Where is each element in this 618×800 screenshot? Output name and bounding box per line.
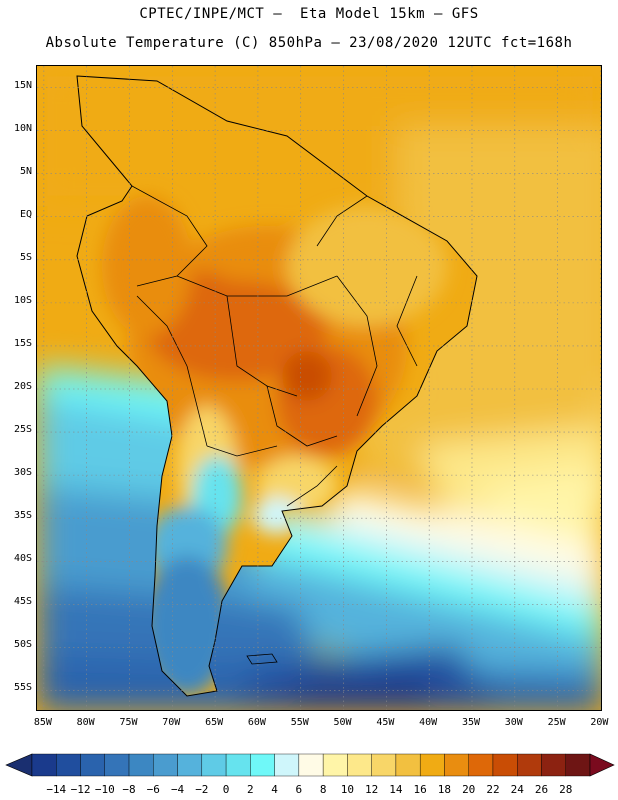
colorbar-cell (492, 753, 518, 777)
country-borders (131, 185, 418, 507)
colorbar-underflow-arrow (5, 753, 33, 777)
lat-label: 5N (19, 165, 32, 177)
colorbar-tick-label: −2 (195, 783, 209, 796)
colorbar-overflow-arrow (589, 753, 615, 777)
lat-label: 50S (13, 639, 32, 651)
lon-label: 50W (333, 717, 352, 728)
lon-label: 45W (376, 717, 395, 728)
lat-label: 5S (19, 251, 32, 263)
lat-label: 10S (13, 294, 32, 306)
lon-label: 20W (590, 717, 609, 728)
lat-label: 15S (13, 337, 32, 349)
colorbar-cell (419, 753, 445, 777)
colorbar-cell (322, 753, 348, 777)
colorbar-cell (177, 753, 203, 777)
colorbar-cell (153, 753, 178, 777)
colorbar-cell (468, 753, 494, 777)
colorbar-cell (31, 753, 57, 777)
colorbar-tick-label: 22 (486, 783, 500, 796)
lon-label: 70W (162, 717, 181, 728)
colorbar-cell (541, 753, 566, 777)
lat-label: 35S (13, 510, 32, 522)
lat-label: 20S (13, 381, 32, 392)
lon-label: 65W (205, 717, 224, 728)
colorbar-tick-label: −8 (122, 783, 136, 796)
lat-label: 10N (13, 122, 32, 134)
colorbar-tick-label: −14 (46, 783, 67, 796)
chart-title-line-2: Absolute Temperature (C) 850hPa – 23/08/… (45, 35, 573, 51)
colorbar-cell (225, 753, 251, 777)
colorbar-cell (298, 753, 324, 777)
colorbar-tick-label: 26 (534, 783, 549, 796)
colorbar-cell (517, 753, 542, 777)
lat-label: 15N (13, 79, 32, 91)
colorbar-cell (274, 753, 300, 777)
colorbar-tick-label: 8 (319, 783, 327, 796)
chart-title-line-1: CPTEC/INPE/MCT – Eta Model 15km – GFS (139, 6, 479, 22)
colorbar-tick-label: 14 (389, 783, 403, 796)
colorbar-tick-label: −4 (170, 783, 185, 796)
colorbar-tick-label: 24 (510, 783, 524, 796)
temperature-map (37, 66, 601, 710)
colorbar-cell (104, 753, 130, 777)
colorbar-tick-label: 20 (462, 783, 476, 796)
map-panel (36, 65, 602, 711)
colorbar (5, 753, 615, 777)
colorbar-tick-label: −6 (146, 783, 160, 796)
colorbar-cell (565, 753, 591, 777)
lat-label: 45S (13, 596, 32, 608)
colorbar-cell (201, 753, 227, 777)
colorbar-tick-label: 16 (413, 783, 427, 796)
colorbar-tick-label: 10 (340, 783, 355, 796)
colorbar-cell (250, 753, 275, 777)
colorbar-cell (80, 753, 105, 777)
lat-label: 40S (13, 553, 32, 565)
colorbar-cell (371, 753, 397, 777)
colorbar-tick-label: 0 (222, 783, 230, 796)
colorbar-tick-label: −10 (94, 783, 115, 796)
colorbar-tick-label: 12 (365, 783, 379, 796)
colorbar-tick-label: 18 (437, 783, 452, 796)
lon-label: 80W (76, 717, 95, 728)
lon-label: 40W (419, 717, 438, 728)
lat-label: 25S (13, 424, 32, 436)
colorbar-cell (56, 753, 81, 777)
colorbar-cell (395, 753, 421, 777)
lat-label: 30S (13, 467, 32, 479)
lon-label: 25W (547, 717, 566, 728)
colorbar-tick-label: 2 (247, 783, 254, 796)
colorbar-tick-label: −12 (70, 783, 91, 796)
lon-label: 55W (290, 717, 309, 728)
colorbar-tick-label: 28 (559, 783, 573, 796)
colorbar-cell (128, 753, 154, 777)
colorbar-cell (347, 753, 372, 777)
lat-label: 55S (13, 682, 32, 694)
lon-label: 75W (119, 717, 138, 728)
lon-label: 35W (461, 717, 481, 728)
colorbar-cell (444, 753, 469, 777)
colorbar-tick-label: 4 (271, 783, 278, 796)
lat-label: EQ (19, 208, 32, 220)
colorbar-tick-label: 6 (295, 783, 303, 796)
lon-label: 85W (33, 717, 52, 728)
lon-label: 60W (247, 717, 266, 728)
lon-label: 30W (504, 717, 523, 728)
falkland-islands (246, 653, 278, 665)
